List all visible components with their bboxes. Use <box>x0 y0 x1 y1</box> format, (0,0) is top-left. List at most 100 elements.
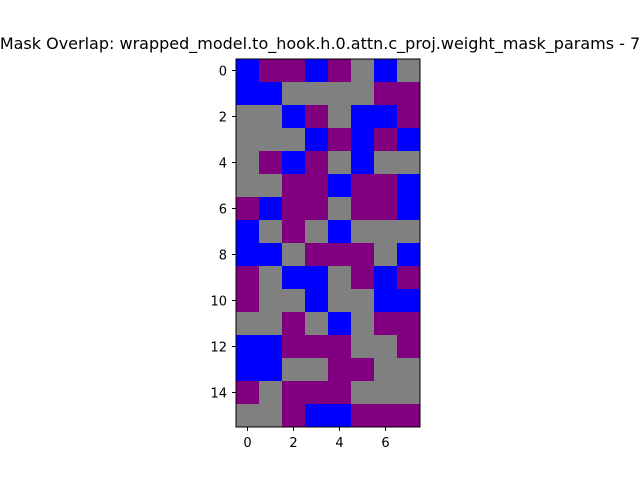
heatmap-cell <box>259 174 283 198</box>
heatmap-cell <box>397 243 421 267</box>
heatmap-cell <box>236 105 260 129</box>
heatmap-cell <box>259 128 283 152</box>
heatmap-cell <box>351 128 375 152</box>
heatmap-cell <box>328 312 352 336</box>
heatmap-cell <box>374 358 398 382</box>
heatmap-cell <box>259 404 283 428</box>
heatmap-cell <box>397 335 421 359</box>
heatmap-cell <box>374 151 398 175</box>
x-tick-label: 0 <box>243 436 251 451</box>
heatmap-cell <box>282 289 306 313</box>
heatmap-cell <box>374 243 398 267</box>
heatmap-cell <box>282 128 306 152</box>
y-tick-label: 6 <box>219 203 227 218</box>
heatmap-cell <box>351 335 375 359</box>
heatmap-cell <box>351 151 375 175</box>
heatmap-cell <box>236 312 260 336</box>
heatmap-cell <box>374 266 398 290</box>
heatmap-cell <box>351 105 375 129</box>
heatmap-cell <box>305 128 329 152</box>
heatmap-cells <box>236 59 421 428</box>
heatmap-cell <box>305 335 329 359</box>
heatmap-cell <box>397 312 421 336</box>
heatmap-cell <box>397 128 421 152</box>
heatmap-cell <box>282 151 306 175</box>
heatmap-cell <box>259 243 283 267</box>
heatmap-cell <box>374 197 398 221</box>
heatmap-cell <box>351 404 375 428</box>
heatmap-cell <box>305 59 329 83</box>
heatmap-cell <box>282 358 306 382</box>
heatmap-cell <box>374 312 398 336</box>
heatmap-cell <box>236 289 260 313</box>
heatmap-cell <box>328 128 352 152</box>
heatmap-cell <box>351 174 375 198</box>
y-tick-label: 8 <box>219 249 227 264</box>
heatmap-cell <box>328 59 352 83</box>
heatmap-cell <box>374 289 398 313</box>
heatmap-cell <box>328 266 352 290</box>
heatmap-cell <box>397 82 421 106</box>
x-tick-label: 6 <box>381 436 389 451</box>
heatmap-cell <box>397 289 421 313</box>
heatmap-cell <box>305 174 329 198</box>
y-tick-label: 4 <box>219 157 227 172</box>
y-tick-label: 12 <box>210 341 227 356</box>
heatmap-cell <box>282 243 306 267</box>
heatmap-cell <box>374 220 398 244</box>
heatmap-cell <box>374 128 398 152</box>
heatmap-cell <box>305 266 329 290</box>
heatmap-cell <box>374 59 398 83</box>
heatmap-cell <box>259 197 283 221</box>
plot-frame <box>235 58 421 428</box>
y-tick-label: 0 <box>219 65 227 80</box>
heatmap-cell <box>305 197 329 221</box>
heatmap-cell <box>397 381 421 405</box>
x-tick-label: 4 <box>335 436 343 451</box>
heatmap-cell <box>305 82 329 106</box>
heatmap-cell <box>397 151 421 175</box>
heatmap-cell <box>282 105 306 129</box>
heatmap-cell <box>374 404 398 428</box>
heatmap-cell <box>328 105 352 129</box>
heatmap-cell <box>328 289 352 313</box>
heatmap-cell <box>282 266 306 290</box>
heatmap-cell <box>374 381 398 405</box>
heatmap-cell <box>236 335 260 359</box>
y-tick-label: 2 <box>219 111 227 126</box>
heatmap-cell <box>259 266 283 290</box>
heatmap-cell <box>282 197 306 221</box>
heatmap-cell <box>282 312 306 336</box>
x-axis: 0 2 4 6 <box>243 427 390 451</box>
heatmap-cell <box>328 358 352 382</box>
heatmap-cell <box>328 151 352 175</box>
heatmap-cell <box>374 82 398 106</box>
heatmap-cell <box>236 220 260 244</box>
heatmap-cell <box>305 404 329 428</box>
heatmap-cell <box>236 82 260 106</box>
heatmap-cell <box>328 381 352 405</box>
heatmap-cell <box>351 59 375 83</box>
heatmap-cell <box>236 404 260 428</box>
heatmap-cell <box>282 59 306 83</box>
heatmap-cell <box>328 197 352 221</box>
heatmap-cell <box>305 220 329 244</box>
heatmap-cell <box>259 312 283 336</box>
heatmap-cell <box>397 105 421 129</box>
heatmap-cell <box>259 59 283 83</box>
heatmap-cell <box>328 335 352 359</box>
y-axis: 0 2 4 6 8 10 12 14 <box>210 65 236 402</box>
heatmap-cell <box>374 174 398 198</box>
heatmap-cell <box>236 128 260 152</box>
heatmap-cell <box>397 404 421 428</box>
heatmap-cell <box>351 381 375 405</box>
heatmap-cell <box>236 197 260 221</box>
heatmap-cell <box>397 197 421 221</box>
heatmap-cell <box>259 82 283 106</box>
heatmap-cell <box>397 59 421 83</box>
heatmap-cell <box>351 82 375 106</box>
heatmap-cell <box>351 312 375 336</box>
heatmap-cell <box>351 243 375 267</box>
heatmap-cell <box>282 174 306 198</box>
heatmap-cell <box>282 335 306 359</box>
